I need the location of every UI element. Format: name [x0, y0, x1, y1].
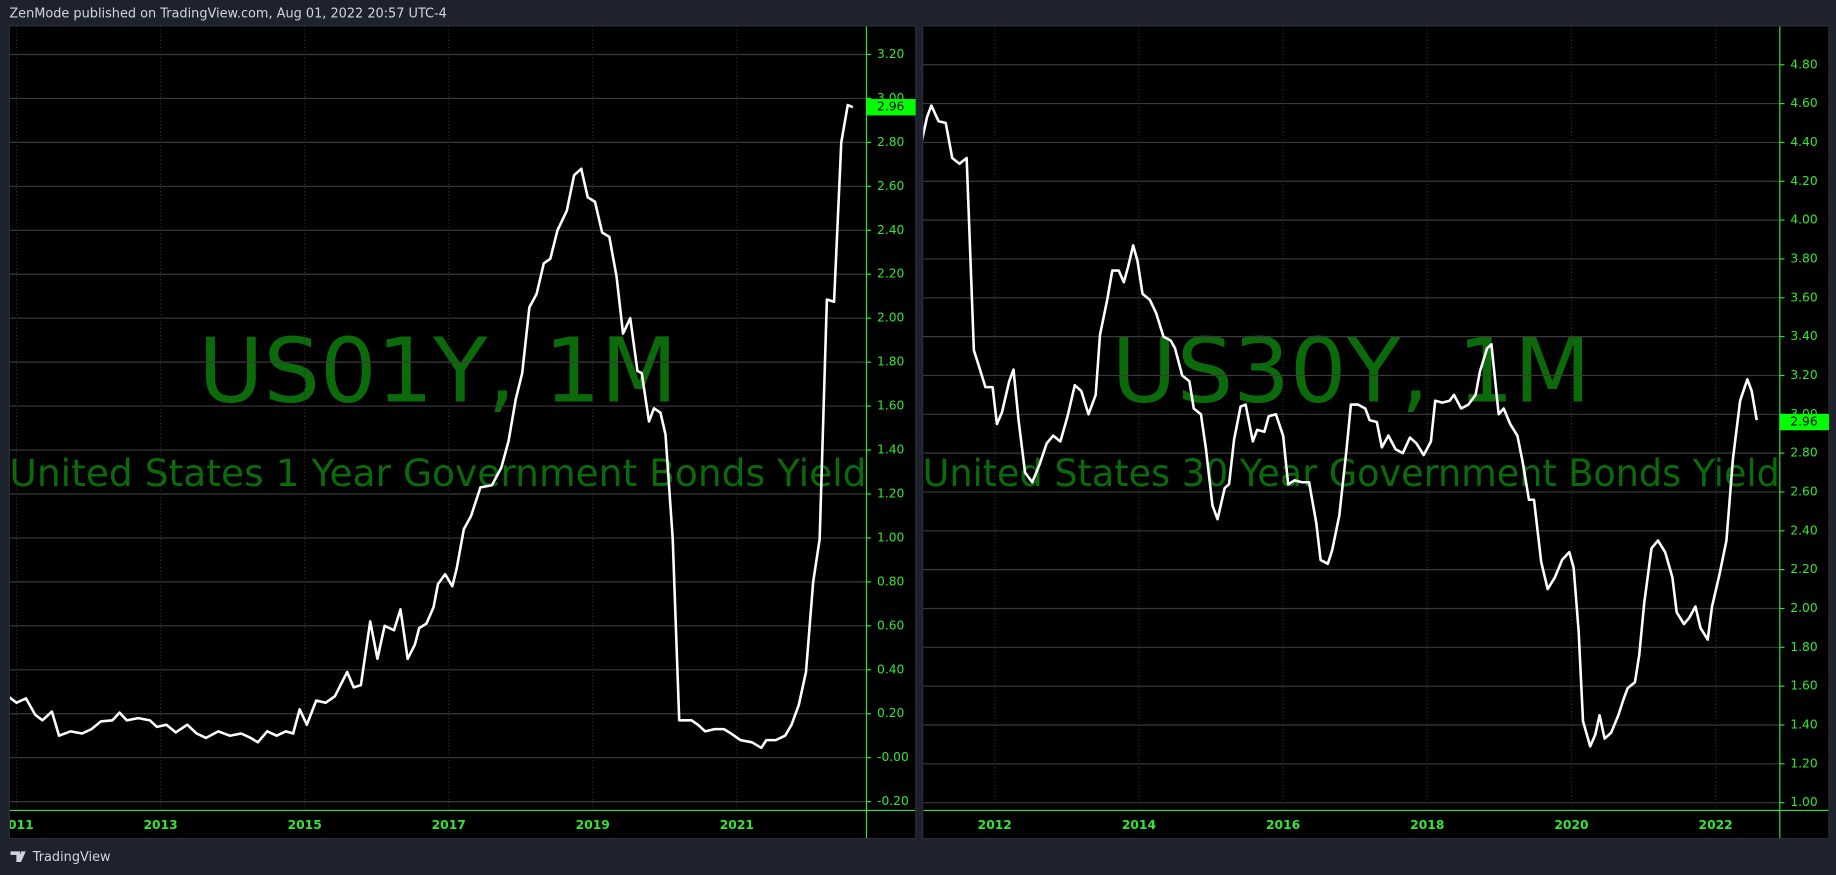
x-tick-label: 2014: [1122, 818, 1156, 832]
y-tick-label: 2.60: [877, 179, 904, 193]
x-tick-label: 2022: [1699, 818, 1733, 832]
x-tick-label: 2018: [1410, 818, 1444, 832]
y-tick-label: 2.80: [877, 135, 904, 149]
watermark-description: United States 1 Year Government Bonds Yi…: [9, 451, 866, 495]
y-tick-label: 0.40: [877, 662, 904, 676]
time-axis-background: [9, 810, 916, 839]
tradingview-logo: [10, 851, 26, 862]
y-tick-label: 3.80: [1790, 251, 1817, 265]
y-tick-label: 1.20: [877, 486, 904, 500]
y-tick-label: 1.40: [1790, 717, 1817, 731]
y-tick-label: 4.00: [1790, 213, 1817, 227]
y-tick-label: 1.00: [877, 530, 904, 544]
last-value-label: 2.96: [877, 100, 905, 114]
y-tick-label: 2.20: [877, 267, 904, 281]
x-tick-label: 2013: [144, 818, 178, 832]
y-tick-label: 1.60: [877, 399, 904, 413]
y-tick-label: 1.40: [877, 443, 904, 457]
y-tick-label: 4.60: [1790, 96, 1817, 110]
x-tick-label: 2012: [978, 818, 1012, 832]
plot-area: US01Y, 1M United States 1 Year Government…: [0, 25, 867, 832]
x-tick-label: 2017: [432, 818, 466, 832]
x-tick-label: 2015: [288, 818, 322, 832]
y-tick-label: 0.80: [877, 574, 904, 588]
y-tick-label: 3.20: [1790, 368, 1817, 382]
y-tick-label: 3.60: [1790, 290, 1817, 304]
y-tick-label: 1.00: [1790, 795, 1817, 809]
panel-border: [8, 25, 917, 840]
y-tick-label: 2.20: [1790, 562, 1817, 576]
y-tick-label: 2.40: [1790, 523, 1817, 537]
x-tick-label: 2019: [576, 818, 610, 832]
panel-border: [922, 25, 1830, 840]
last-value-tag: [866, 99, 916, 116]
footer-brand: TradingView: [32, 850, 111, 865]
y-tick-label: 0.20: [877, 706, 904, 720]
yield-line: [9, 103, 854, 750]
x-tick-label: 2021: [720, 818, 754, 832]
watermark-description: United States 30 Year Government Bonds Y…: [923, 451, 1780, 495]
y-tick-label: 1.20: [1790, 756, 1817, 770]
y-tick-label: 1.80: [877, 355, 904, 369]
y-tick-label: 4.40: [1790, 135, 1817, 149]
plot-background: [922, 25, 1780, 811]
publish-header: ZenMode published on TradingView.com, Au…: [9, 7, 447, 22]
y-tick-label: 2.60: [1790, 484, 1817, 498]
yield-line: [922, 104, 1758, 748]
x-tick-label: 2016: [1266, 818, 1300, 832]
y-tick-label: 4.80: [1790, 57, 1817, 71]
y-tick-label: 3.20: [877, 47, 904, 61]
watermark-symbol: US01Y, 1M: [198, 319, 677, 423]
y-tick-label: -0.00: [877, 750, 909, 764]
y-tick-label: 0.60: [877, 618, 904, 632]
y-tick-label: 1.80: [1790, 640, 1817, 654]
plot-background: [9, 25, 867, 811]
last-value-tag: [1779, 413, 1829, 431]
x-tick-label: 2020: [1554, 818, 1588, 832]
y-tick-label: 2.00: [877, 311, 904, 325]
last-value-label: 2.96: [1790, 415, 1818, 429]
y-tick-label: 2.00: [1790, 601, 1817, 615]
y-tick-label: 1.60: [1790, 679, 1817, 693]
y-tick-label: 3.40: [1790, 329, 1817, 343]
price-axis-background: [866, 25, 916, 811]
y-tick-label: 2.40: [877, 223, 904, 237]
y-tick-label: 2.80: [1790, 446, 1817, 460]
y-tick-label: -0.20: [877, 794, 909, 808]
x-tick-label: 2011: [0, 818, 34, 832]
time-axis-background: [922, 810, 1829, 839]
chart-panel: US01Y, 1M United States 1 Year Government…: [0, 25, 917, 840]
y-tick-label: 4.20: [1790, 174, 1817, 188]
